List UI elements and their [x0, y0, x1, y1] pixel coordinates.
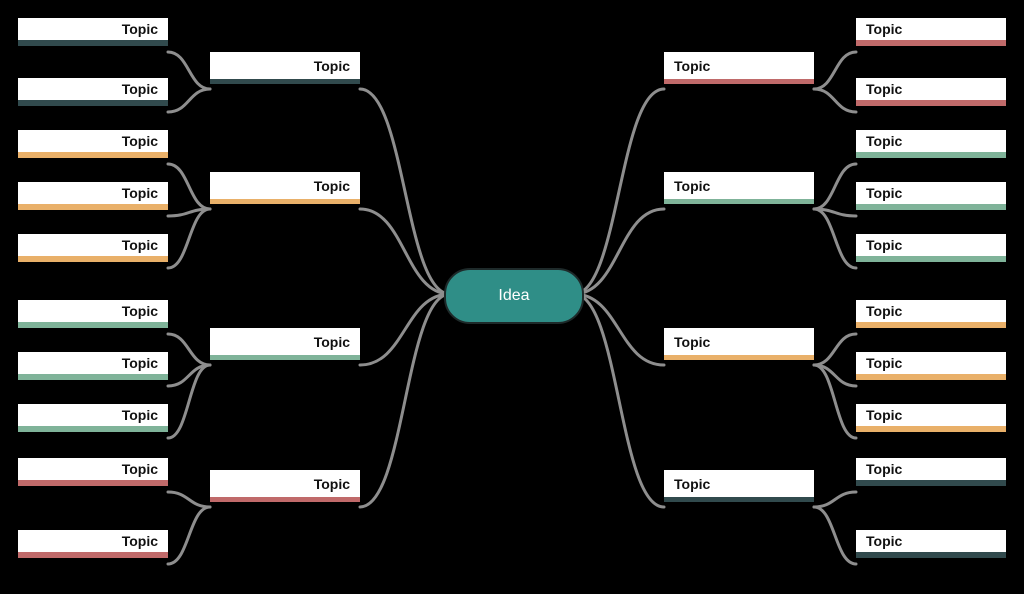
connector-edge	[814, 52, 856, 89]
connector-edge	[168, 507, 210, 564]
connector-edge	[168, 52, 210, 89]
level2-node: Topic	[18, 530, 168, 558]
connector-edge	[814, 89, 856, 112]
connector-edge	[360, 294, 450, 507]
connector-edge	[168, 209, 210, 268]
connector-edge	[168, 89, 210, 112]
connector-edge	[814, 492, 856, 507]
level2-node: Topic	[856, 234, 1006, 262]
level1-node: Topic	[664, 328, 814, 360]
level2-node: Topic	[856, 404, 1006, 432]
connector-edge	[168, 164, 210, 209]
connector-edge	[814, 334, 856, 365]
connector-edge	[360, 209, 450, 294]
level1-node: Topic	[664, 52, 814, 84]
level2-node: Topic	[18, 18, 168, 46]
connector-edge	[814, 164, 856, 209]
level2-node: Topic	[856, 78, 1006, 106]
level2-node: Topic	[856, 352, 1006, 380]
connector-edge	[814, 507, 856, 564]
level2-node: Topic	[856, 530, 1006, 558]
connector-edge	[574, 89, 664, 294]
level2-node: Topic	[18, 182, 168, 210]
level1-node: Topic	[664, 470, 814, 502]
level2-node: Topic	[856, 182, 1006, 210]
connector-edge	[814, 209, 856, 268]
level2-node: Topic	[18, 458, 168, 486]
connector-edge	[168, 492, 210, 507]
level2-node: Topic	[18, 352, 168, 380]
connector-edge	[168, 334, 210, 365]
center-node: Idea	[444, 268, 584, 324]
level2-node: Topic	[18, 404, 168, 432]
connector-edge	[574, 294, 664, 365]
connector-edge	[360, 89, 450, 294]
connector-edge	[574, 294, 664, 507]
level2-node: Topic	[856, 458, 1006, 486]
level2-node: Topic	[856, 18, 1006, 46]
connector-edge	[360, 294, 450, 365]
level1-node: Topic	[210, 52, 360, 84]
level1-node: Topic	[210, 470, 360, 502]
level1-node: Topic	[210, 172, 360, 204]
level2-node: Topic	[18, 130, 168, 158]
level2-node: Topic	[18, 78, 168, 106]
connector-edge	[574, 209, 664, 294]
mindmap-canvas: Idea Topic Topic Topic Topic Topic Topic Topic T…	[0, 0, 1024, 594]
level2-node: Topic	[18, 300, 168, 328]
level2-node: Topic	[856, 130, 1006, 158]
level1-node: Topic	[664, 172, 814, 204]
level2-node: Topic	[856, 300, 1006, 328]
level2-node: Topic	[18, 234, 168, 262]
level1-node: Topic	[210, 328, 360, 360]
